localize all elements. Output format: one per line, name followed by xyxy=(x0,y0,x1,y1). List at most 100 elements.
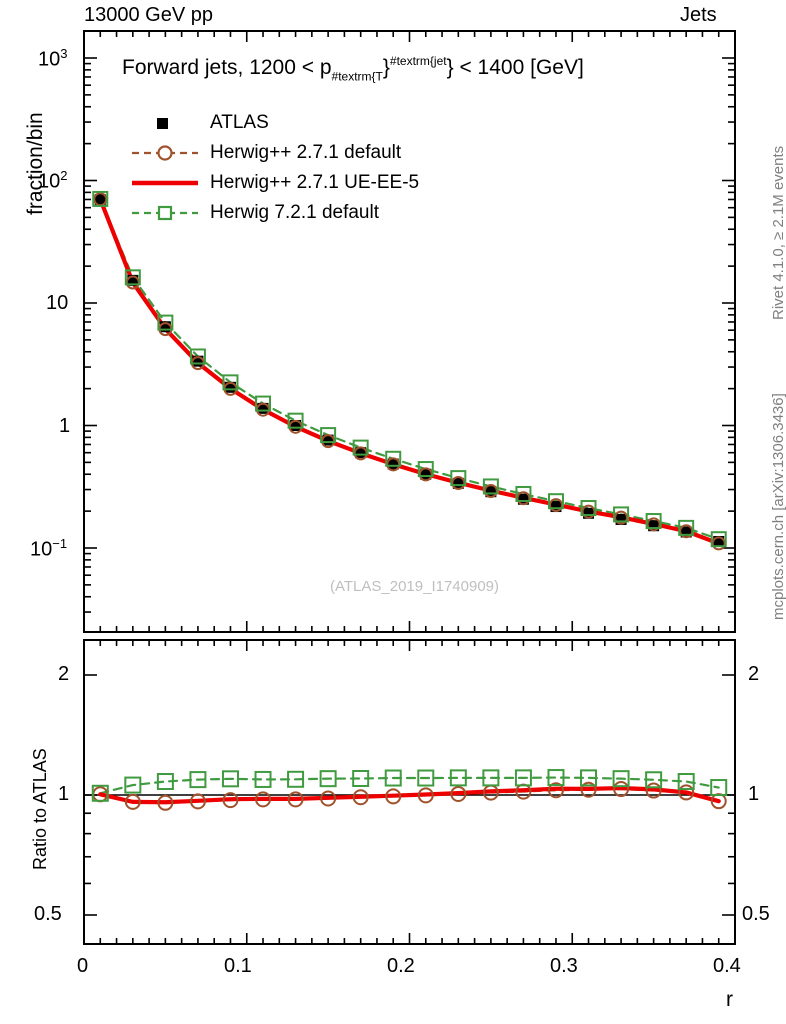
ratio-point-herwigpp-default xyxy=(287,791,304,808)
datapoint-atlas xyxy=(583,507,595,519)
ratio-ytick-1-right: 1 xyxy=(748,783,760,805)
datapoint-atlas xyxy=(224,381,236,393)
ratio-point-herwig721 xyxy=(254,770,272,788)
datapoint-atlas xyxy=(127,274,139,286)
datapoint-herwig721 xyxy=(124,269,141,286)
ratio-point-herwigpp-default xyxy=(678,784,695,801)
legend-item-herwigpp-ueee5[interactable]: Herwig++ 2.7.1 UE-EE-5 xyxy=(130,168,430,198)
ratio-ytick-0.5-left: 0.5 xyxy=(34,903,62,925)
xtick-0: 0 xyxy=(77,955,89,977)
legend-swatch-atlas xyxy=(157,118,168,129)
ratio-point-herwig721 xyxy=(319,770,337,788)
xtick-0.2: 0.2 xyxy=(387,955,415,977)
main-panel-frame xyxy=(83,30,736,633)
legend-label-herwig721: Herwig 7.2.1 default xyxy=(210,202,379,223)
ratio-point-herwig721 xyxy=(221,770,239,788)
ratio-point-herwigpp-default xyxy=(450,785,467,802)
main-ytick-0.1: 10−1 xyxy=(30,536,68,561)
series-line-herwig721 xyxy=(99,197,720,541)
ratio-point-herwigpp-default xyxy=(547,782,564,799)
datapoint-atlas xyxy=(648,520,660,532)
datapoint-atlas xyxy=(680,526,692,538)
datapoint-herwig721 xyxy=(482,478,499,495)
ratio-ytick-2-left: 2 xyxy=(58,663,70,685)
datapoint-herwig721 xyxy=(547,493,564,510)
xtick-0.1: 0.1 xyxy=(224,955,252,977)
series-line-herwigpp-ueee5 xyxy=(98,197,721,546)
ratio-point-herwig721 xyxy=(384,769,402,787)
datapoint-herwig721 xyxy=(189,348,206,365)
main-ytick-1000: 103 xyxy=(38,46,68,71)
ratio-point-herwig721 xyxy=(547,769,565,787)
ratio-line-herwig721 xyxy=(99,776,720,795)
datapoint-herwig721 xyxy=(92,190,109,207)
legend: ATLAS Herwig++ 2.7.1 default Herwig++ 2.… xyxy=(130,108,430,228)
datapoint-herwig721 xyxy=(515,485,532,502)
ratio-point-herwigpp-default xyxy=(385,788,402,805)
datapoint-herwig721 xyxy=(352,439,369,456)
xtick-0.4: 0.4 xyxy=(713,955,741,977)
datapoint-herwig721 xyxy=(222,374,239,391)
datapoint-atlas xyxy=(355,447,367,459)
datapoint-herwig721 xyxy=(710,531,727,548)
legend-swatch-herwigpp-ueee5 xyxy=(132,180,198,186)
ratio-point-herwig721 xyxy=(580,769,598,787)
legend-swatch-herwig721 xyxy=(132,205,198,221)
plot-title: Forward jets, 1200 < p#textrm{T}#textrm{… xyxy=(122,54,584,84)
datapoint-herwig721 xyxy=(417,461,434,478)
main-ytick-10: 10 xyxy=(46,292,69,314)
datapoint-herwig721 xyxy=(613,506,630,523)
datapoint-atlas xyxy=(615,513,627,525)
ratio-point-herwig721 xyxy=(91,784,109,802)
ratio-ytick-0.5-right: 0.5 xyxy=(742,903,770,925)
legend-item-herwigpp-default[interactable]: Herwig++ 2.7.1 default xyxy=(130,138,430,168)
ratio-point-herwig721 xyxy=(189,771,207,789)
main-ytick-1: 1 xyxy=(59,415,71,437)
ratio-point-herwigpp-default xyxy=(189,793,206,810)
ratio-point-herwig721 xyxy=(417,769,435,787)
datapoint-herwig721 xyxy=(678,519,695,536)
legend-label-atlas: ATLAS xyxy=(210,112,269,133)
ratio-line-herwigpp-ueee5 xyxy=(98,785,721,805)
ratio-point-herwigpp-default xyxy=(580,781,597,798)
ratio-point-herwig721 xyxy=(514,769,532,787)
analysis-watermark: (ATLAS_2019_I1740909) xyxy=(330,578,500,595)
ratio-point-herwigpp-default xyxy=(613,781,630,798)
ratio-point-herwig721 xyxy=(156,773,174,791)
ratio-point-herwig721 xyxy=(482,769,500,787)
header-right-label: Jets xyxy=(680,4,717,26)
ratio-point-herwigpp-default xyxy=(255,791,272,808)
ratio-point-herwigpp-default xyxy=(222,792,239,809)
ratio-point-herwigpp-default xyxy=(124,793,141,810)
main-ytick-100: 102 xyxy=(38,168,68,193)
datapoint-atlas xyxy=(452,477,464,489)
legend-item-herwig721[interactable]: Herwig 7.2.1 default xyxy=(130,198,430,228)
ratio-point-herwig721 xyxy=(287,770,305,788)
ratio-ytick-1-left: 1 xyxy=(58,783,70,805)
ratio-point-herwig721 xyxy=(352,769,370,787)
xtick-0.3: 0.3 xyxy=(550,955,578,977)
ratio-point-herwig721 xyxy=(677,773,695,791)
datapoint-atlas xyxy=(713,535,725,547)
datapoint-atlas xyxy=(192,355,204,367)
datapoint-herwig721 xyxy=(320,427,337,444)
datapoint-atlas xyxy=(159,321,171,333)
datapoint-atlas xyxy=(322,434,334,446)
datapoint-herwig721 xyxy=(385,450,402,467)
datapoint-atlas xyxy=(257,402,269,414)
datapoint-herwig721 xyxy=(287,412,304,429)
ratio-ytick-2-right: 2 xyxy=(748,663,760,685)
datapoint-herwig721 xyxy=(450,470,467,487)
ratio-point-herwig721 xyxy=(124,776,142,794)
ratio-point-herwigpp-default xyxy=(417,787,434,804)
xaxis-title: r xyxy=(726,988,733,1011)
ratio-point-herwig721 xyxy=(612,770,630,788)
datapoint-herwig721 xyxy=(255,395,272,412)
datapoint-atlas xyxy=(290,420,302,431)
ratio-point-herwigpp-default xyxy=(645,782,662,799)
legend-item-atlas[interactable]: ATLAS xyxy=(130,108,430,138)
header-left-label: 13000 GeV pp xyxy=(84,4,213,26)
datapoint-atlas xyxy=(387,458,399,470)
